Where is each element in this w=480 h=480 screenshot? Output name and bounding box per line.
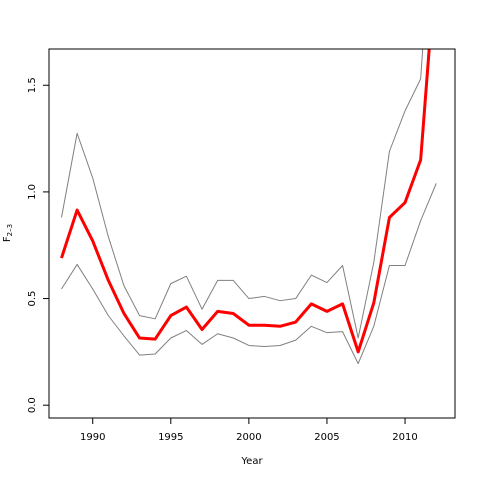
x-tick-label: 1995: [158, 432, 183, 443]
x-tick-label: 1990: [80, 432, 105, 443]
y-tick-label: 0.0: [27, 397, 38, 413]
x-tick-label: 2010: [392, 432, 417, 443]
plot-frame: [48, 48, 456, 419]
y-axis-label-subscript: 2–3: [6, 224, 14, 236]
y-tick-label: 1.5: [27, 77, 38, 93]
x-axis-label: Year: [240, 456, 263, 467]
x-tick-label: 2000: [236, 432, 261, 443]
y-axis: 0.0 0.5 1.0 1.5: [27, 77, 50, 413]
estimate-series-line: [60, 49, 431, 354]
y-axis-label: F2–3: [2, 224, 14, 242]
y-tick-label: 1.0: [27, 184, 38, 200]
series-layer: [60, 49, 437, 365]
y-axis-label-main: F: [2, 236, 13, 242]
x-axis: 1990 1995 2000 2005 2010: [80, 417, 418, 443]
x-tick-label: 2005: [314, 432, 339, 443]
upper-series-line: [60, 49, 424, 339]
y-tick-label: 0.5: [27, 291, 38, 307]
lower-series-line: [61, 183, 437, 365]
